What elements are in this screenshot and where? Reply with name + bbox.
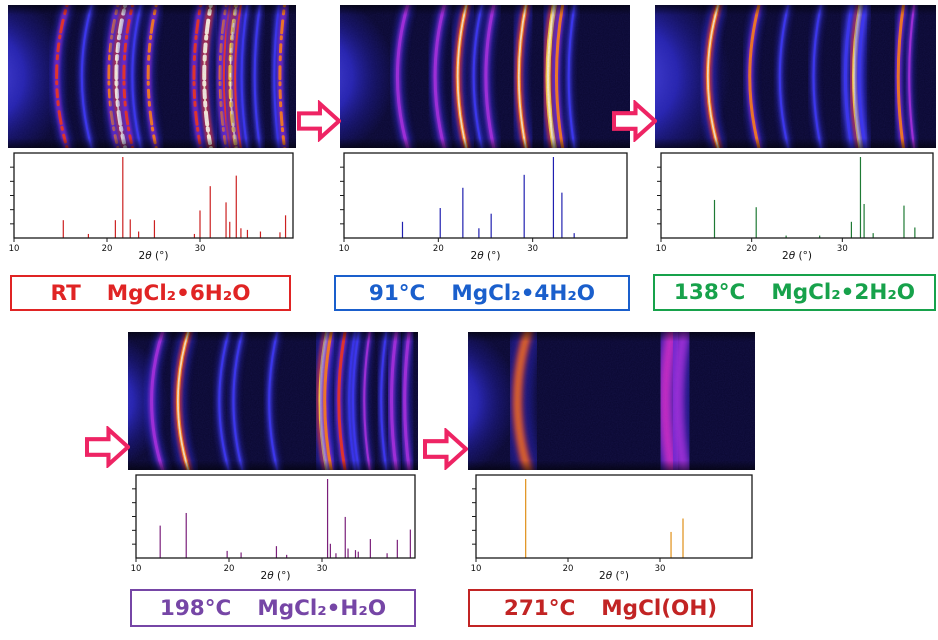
x-tick-label: 30: [527, 244, 538, 254]
phase-formula: MgCl₂•H₂O: [257, 595, 387, 621]
x-tick-label: 10: [471, 564, 482, 574]
xrd-2d-pattern-3: [655, 5, 936, 148]
phase-formula: MgCl₂•6H₂O: [106, 280, 251, 306]
x-tick-label: 20: [563, 564, 574, 574]
phase-label-box-5: 271°C MgCl(OH): [468, 589, 753, 627]
phase-label-box-3: 138°C MgCl₂•2H₂O: [653, 274, 936, 311]
x-axis-label: 2θ (°): [782, 250, 812, 262]
xrd-stick-plot-4: 10 20 30 2θ (°): [125, 472, 418, 582]
xrd-2d-pattern-2: [340, 5, 630, 148]
x-tick-label: 20: [224, 564, 235, 574]
x-tick-label: 10: [131, 564, 142, 574]
phase-formula: MgCl₂•4H₂O: [451, 280, 596, 306]
phase-temperature: 198°C: [159, 595, 232, 621]
x-axis-label: 2θ (°): [261, 570, 291, 582]
x-tick-label: 20: [433, 244, 444, 254]
phase-label-box-2: 91°C MgCl₂•4H₂O: [334, 275, 630, 311]
phase-formula: MgCl(OH): [601, 595, 718, 621]
x-tick-label: 10: [656, 244, 667, 254]
x-tick-label: 20: [746, 244, 757, 254]
phase-temperature: RT: [50, 280, 81, 306]
xrd-2d-pattern-1: [8, 5, 296, 148]
x-tick-label: 30: [195, 244, 206, 254]
x-axis-label: 2θ (°): [471, 250, 501, 262]
phase-temperature: 138°C: [673, 280, 746, 305]
phase-formula: MgCl₂•2H₂O: [771, 280, 916, 305]
xrd-stick-plot-2: 10 20 30 2θ (°): [333, 150, 630, 262]
x-tick-label: 20: [102, 244, 113, 254]
xrd-stick-plot-3: 10 20 30 2θ (°): [650, 150, 936, 262]
arrow-right-icon: [85, 426, 130, 468]
xrd-stick-plot-1: 10 20 30 2θ (°): [3, 150, 296, 262]
phase-label-box-1: RT MgCl₂•6H₂O: [10, 275, 291, 311]
arrow-right-icon: [297, 100, 341, 142]
xrd-2d-pattern-4: [128, 332, 418, 470]
xrd-2d-pattern-5: [468, 332, 755, 470]
xrd-stick-plot-5: 10 20 30 2θ (°): [465, 472, 755, 582]
x-tick-label: 30: [317, 564, 328, 574]
arrow-right-icon: [612, 100, 657, 142]
x-axis-label: 2θ (°): [599, 570, 629, 582]
arrow-right-icon: [423, 428, 468, 470]
x-tick-label: 10: [339, 244, 350, 254]
phase-temperature: 271°C: [503, 595, 576, 621]
phase-label-box-4: 198°C MgCl₂•H₂O: [130, 589, 416, 627]
x-tick-label: 30: [837, 244, 848, 254]
x-tick-label: 10: [9, 244, 20, 254]
phase-temperature: 91°C: [368, 280, 426, 306]
x-tick-label: 30: [655, 564, 666, 574]
x-axis-label: 2θ (°): [139, 250, 169, 262]
